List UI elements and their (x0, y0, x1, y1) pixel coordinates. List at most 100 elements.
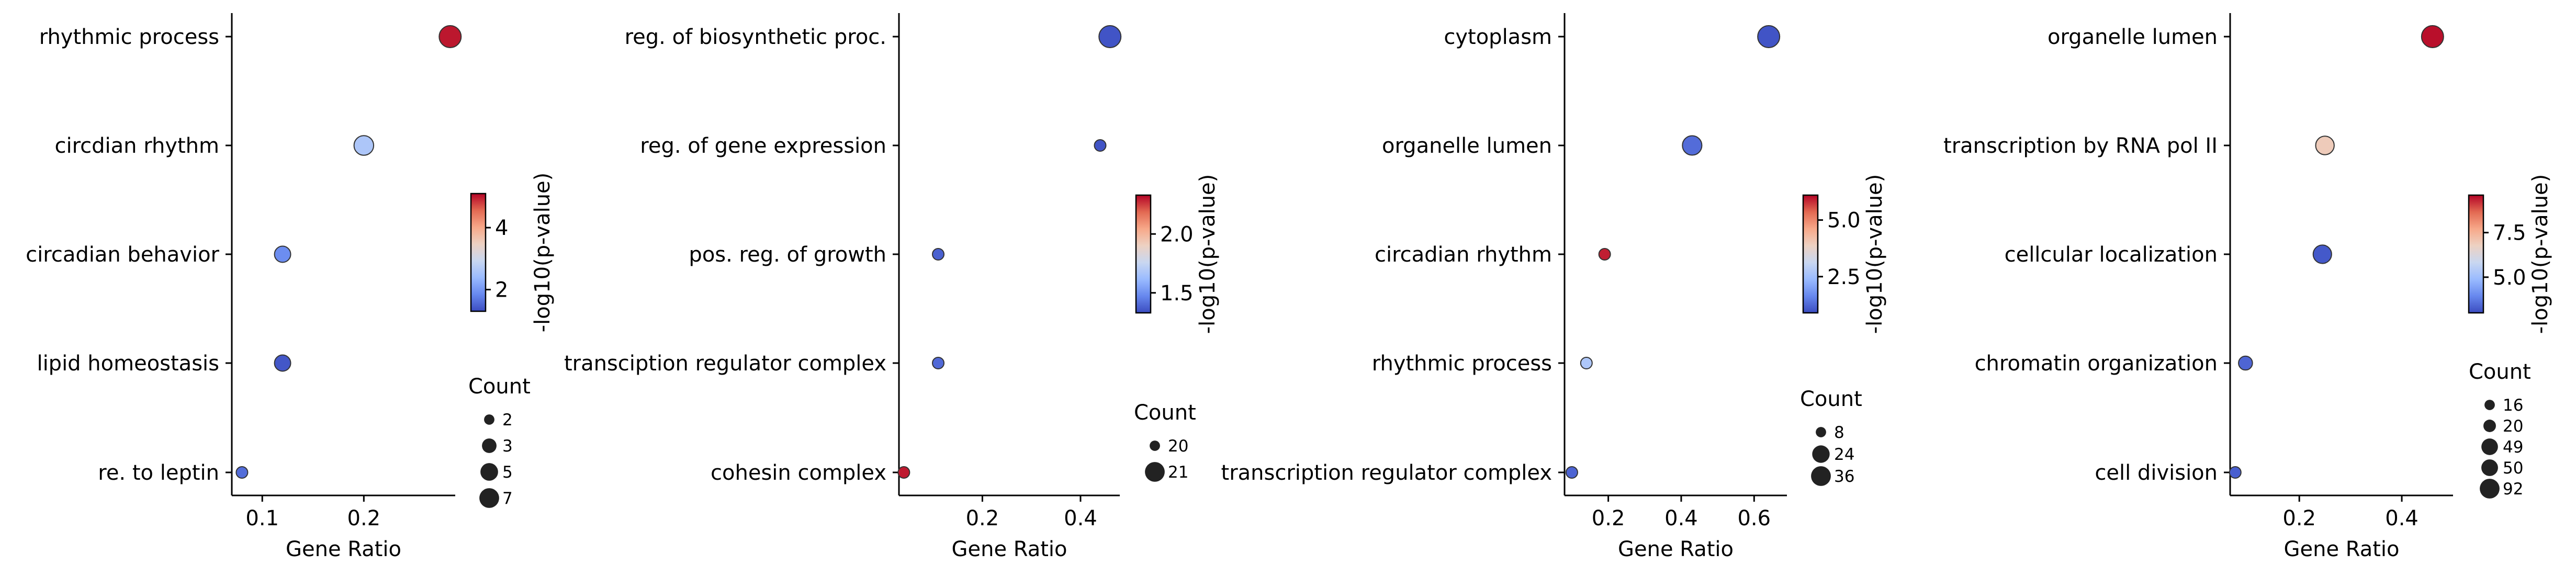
colorbar (471, 194, 486, 311)
data-point (2238, 355, 2253, 371)
x-axis-title: Gene Ratio (2284, 537, 2400, 561)
category-label: rhythmic process (39, 25, 219, 49)
size-legend-label: 20 (2503, 417, 2523, 436)
x-axis-title: Gene Ratio (1618, 537, 1734, 561)
colorbar-title: -log10(p-value) (2528, 174, 2552, 334)
category-label: transcription regulator complex (1221, 461, 1552, 485)
data-point (1580, 357, 1593, 369)
x-tick-label: 0.2 (347, 506, 381, 530)
size-legend-label: 20 (1168, 437, 1188, 456)
size-legend-label: 92 (2503, 480, 2523, 499)
x-axis-title: Gene Ratio (952, 537, 1067, 561)
size-legend-label: 36 (1834, 467, 1854, 486)
category-label: circdian rhythm (54, 134, 219, 158)
colorbar-tick-label: 1.5 (1160, 281, 1194, 306)
category-label: rhythmic process (1372, 352, 1552, 376)
data-point (897, 466, 910, 479)
category-label: transciption regulator complex (564, 352, 886, 376)
size-legend-label: 3 (502, 437, 513, 456)
panel-4: organelle lumen transcription by RNA pol … (1943, 13, 2552, 561)
data-point (1757, 25, 1781, 48)
colorbar-title: -log10(p-value) (1863, 174, 1887, 334)
x-tick-label: 0.2 (1592, 506, 1625, 530)
category-label: cytoplasm (1444, 25, 1552, 49)
size-legend-title: Count (468, 375, 531, 399)
data-point (1094, 139, 1107, 152)
category-label: circadian rhythm (1375, 243, 1552, 267)
size-legend-marker (2483, 420, 2496, 432)
colorbar-title: -log10(p-value) (531, 173, 555, 333)
colorbar-tick-label: 5.0 (2493, 266, 2526, 290)
colorbar-frame (1135, 194, 1152, 314)
x-tick-label: 0.6 (1737, 506, 1771, 530)
category-label: organelle lumen (1382, 134, 1552, 158)
colorbar-frame (470, 193, 487, 312)
data-point (274, 354, 291, 372)
size-legend-title: Count (1800, 387, 1862, 411)
colorbar (2469, 195, 2483, 313)
category-label: reg. of gene expression (640, 134, 886, 158)
size-legend-label: 49 (2503, 438, 2523, 457)
category-label: transcription by RNA pol II (1943, 134, 2218, 158)
data-point (235, 466, 249, 479)
data-point (932, 357, 945, 369)
size-legend-marker (482, 438, 497, 453)
x-tick-label: 0.4 (2385, 506, 2418, 530)
data-point (1598, 248, 1611, 261)
category-label: reg. of biosynthetic proc. (625, 25, 886, 49)
x-axis-title: Gene Ratio (286, 537, 401, 561)
data-point (353, 135, 375, 156)
colorbar-tick-label: 2 (495, 278, 508, 302)
category-label: circadian behavior (26, 243, 219, 267)
panel-1: rhythmic process circdian rhythm circadian… (26, 13, 555, 561)
size-legend-title: Count (1134, 401, 1196, 425)
size-legend-label: 5 (502, 463, 513, 482)
colorbar-title: -log10(p-value) (1196, 174, 1220, 334)
category-label: lipid homeostasis (37, 352, 219, 376)
panel-2: reg. of biosynthetic proc. reg. of gene e… (564, 13, 1220, 561)
colorbar-frame (2468, 194, 2484, 314)
x-tick-label: 0.2 (966, 506, 999, 530)
category-label: cell division (2095, 461, 2218, 485)
size-legend-title: Count (2469, 360, 2531, 384)
x-tick-label: 0.4 (1664, 506, 1698, 530)
colorbar-tick-label: 7.5 (2493, 221, 2526, 245)
colorbar-tick-label: 4 (495, 216, 508, 240)
category-label: chromatin organization (1975, 352, 2218, 376)
size-legend-marker (1145, 462, 1165, 482)
size-legend-marker (1150, 441, 1160, 451)
colorbar-tick-label: 2.5 (1827, 265, 1861, 289)
size-legend-marker (479, 488, 499, 508)
size-legend-label: 16 (2503, 396, 2523, 415)
size-legend-label: 2 (502, 411, 513, 430)
x-tick-label: 0.1 (245, 506, 279, 530)
category-label: organelle lumen (2048, 25, 2218, 49)
size-legend-marker (1812, 445, 1830, 463)
size-legend-marker (2481, 438, 2498, 455)
data-point (932, 248, 945, 261)
size-legend-label: 8 (1834, 423, 1844, 442)
data-point (274, 245, 291, 263)
category-label: re. to leptin (98, 461, 219, 485)
data-point (1565, 466, 1578, 479)
size-legend-label: 24 (1834, 445, 1854, 464)
data-point (438, 25, 462, 48)
category-label: pos. reg. of growth (689, 243, 886, 267)
data-point (2229, 466, 2242, 479)
data-point (2315, 135, 2335, 155)
x-tick-label: 0.2 (2282, 506, 2316, 530)
size-legend-marker (484, 414, 494, 425)
data-point (2421, 25, 2444, 48)
colorbar (1803, 195, 1818, 313)
size-legend-label: 50 (2503, 459, 2523, 478)
category-label: cohesin complex (711, 461, 886, 485)
colorbar-frame (1802, 194, 1819, 314)
colorbar (1136, 195, 1151, 313)
colorbar-tick-label: 5.0 (1827, 209, 1861, 233)
x-tick-label: 0.4 (1064, 506, 1097, 530)
data-point (2312, 244, 2332, 264)
size-legend-marker (2484, 400, 2495, 410)
data-point (1682, 135, 1703, 156)
size-legend-marker (1811, 466, 1831, 486)
